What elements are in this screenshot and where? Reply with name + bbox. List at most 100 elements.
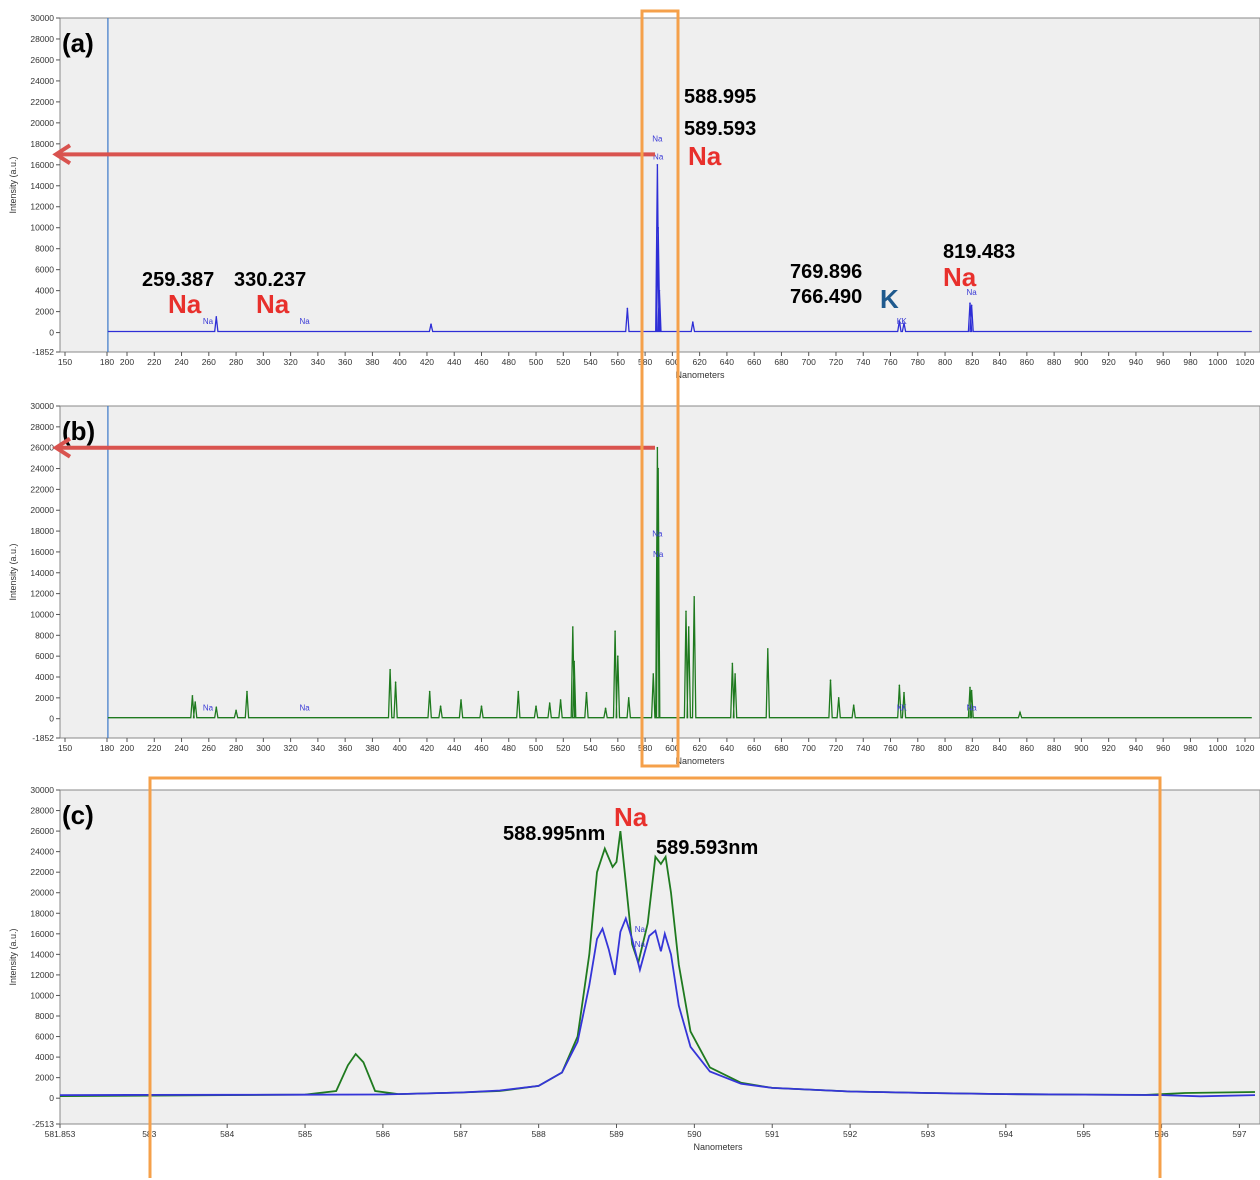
y-tick-label: -1852 xyxy=(32,733,54,743)
y-tick-label: 20000 xyxy=(30,505,54,515)
element-marker: Na xyxy=(299,703,310,712)
arrow-head xyxy=(52,437,72,459)
peak-annotation: 588.995nm xyxy=(503,823,605,845)
x-tick-label: 420 xyxy=(420,357,434,367)
x-tick-label: 580 xyxy=(638,743,652,753)
peak-point xyxy=(194,701,196,703)
peak-point xyxy=(903,691,905,694)
y-axis-title: Intensity (a.u.) xyxy=(8,156,18,213)
y-tick-label: 28000 xyxy=(30,806,54,816)
x-tick-label: 600 xyxy=(665,357,679,367)
x-tick-label: 440 xyxy=(447,743,461,753)
x-tick-label: 594 xyxy=(999,1129,1013,1139)
chart-panel-c: 3000028000260002400022000200001800016000… xyxy=(8,785,1260,1152)
y-tick-label: 12000 xyxy=(30,202,54,212)
x-tick-label: 150 xyxy=(58,357,72,367)
y-tick-label: 6000 xyxy=(35,265,54,275)
y-tick-label: 14000 xyxy=(30,181,54,191)
x-tick-label: 180 xyxy=(100,743,114,753)
x-tick-label: 585 xyxy=(298,1129,312,1139)
peak-point xyxy=(656,164,659,166)
peak-point xyxy=(480,705,483,707)
y-tick-label: 16000 xyxy=(30,929,54,939)
y-tick-label: 22000 xyxy=(30,484,54,494)
x-tick-label: 1000 xyxy=(1208,743,1227,753)
x-tick-label: 600 xyxy=(665,743,679,753)
element-marker: Na xyxy=(203,317,214,326)
x-tick-label: 420 xyxy=(420,743,434,753)
peak-point xyxy=(767,648,769,650)
peak-point xyxy=(394,681,397,684)
element-marker: Na xyxy=(966,703,977,712)
y-tick-label: 2000 xyxy=(35,693,54,703)
chart-panel-a: 3000028000260002400022000200001800016000… xyxy=(8,13,1260,380)
x-tick-label: 581.853 xyxy=(45,1129,76,1139)
x-tick-label: 900 xyxy=(1074,357,1088,367)
x-tick-label: 440 xyxy=(447,357,461,367)
arrow-head xyxy=(52,143,72,166)
x-tick-label: 595 xyxy=(1077,1129,1091,1139)
element-marker: K xyxy=(897,317,903,326)
peak-point xyxy=(585,691,588,694)
x-tick-label: 1020 xyxy=(1236,357,1255,367)
x-tick-label: 660 xyxy=(747,743,761,753)
x-tick-label: 200 xyxy=(120,743,134,753)
x-tick-label: 360 xyxy=(338,357,352,367)
x-tick-label: 380 xyxy=(365,357,379,367)
x-tick-label: 260 xyxy=(202,743,216,753)
peak-annotation: 259.387 xyxy=(142,269,214,291)
peak-point xyxy=(969,686,971,689)
peak-point xyxy=(652,673,655,675)
x-tick-label: 880 xyxy=(1047,357,1061,367)
y-tick-label: 4000 xyxy=(35,672,54,682)
y-tick-label: 24000 xyxy=(30,76,54,86)
x-tick-label: 280 xyxy=(229,357,243,367)
x-tick-label: 860 xyxy=(1020,743,1034,753)
highlight-overlays xyxy=(148,9,1162,1178)
peak-point xyxy=(837,697,840,699)
y-tick-label: 8000 xyxy=(35,1011,54,1021)
x-tick-label: 660 xyxy=(747,357,761,367)
y-tick-label: 28000 xyxy=(30,34,54,44)
x-tick-label: 597 xyxy=(1232,1129,1246,1139)
element-marker: K xyxy=(901,317,907,326)
peak-annotation: 819.483 xyxy=(943,241,1015,263)
x-tick-label: 740 xyxy=(856,357,870,367)
y-tick-label: 16000 xyxy=(30,547,54,557)
y-tick-label: 26000 xyxy=(30,443,54,453)
y-tick-label: 24000 xyxy=(30,847,54,857)
x-tick-label: 560 xyxy=(611,357,625,367)
peak-point xyxy=(573,660,575,663)
y-tick-label: 20000 xyxy=(30,118,54,128)
x-tick-label: 540 xyxy=(583,743,597,753)
y-tick-label: 30000 xyxy=(30,785,54,795)
peak-point xyxy=(693,595,695,598)
x-tick-label: 820 xyxy=(965,357,979,367)
x-tick-label: 220 xyxy=(147,357,161,367)
x-tick-label: 300 xyxy=(256,743,270,753)
peak-point xyxy=(658,289,661,292)
x-tick-label: 580 xyxy=(638,357,652,367)
x-tick-label: 280 xyxy=(229,743,243,753)
y-tick-label: 8000 xyxy=(35,630,54,640)
x-tick-label: 460 xyxy=(474,743,488,753)
x-tick-label: 760 xyxy=(883,357,897,367)
y-tick-label: 30000 xyxy=(30,401,54,411)
y-tick-label: 4000 xyxy=(35,1052,54,1062)
y-tick-label: 8000 xyxy=(35,244,54,254)
x-tick-label: 780 xyxy=(911,743,925,753)
element-marker: Na xyxy=(966,288,977,297)
y-tick-label: -2513 xyxy=(32,1119,54,1129)
x-tick-label: 520 xyxy=(556,743,570,753)
y-tick-label: 24000 xyxy=(30,464,54,474)
x-tick-label: 540 xyxy=(583,357,597,367)
y-tick-label: 18000 xyxy=(30,908,54,918)
x-tick-label: 700 xyxy=(802,357,816,367)
x-tick-label: 591 xyxy=(765,1129,779,1139)
x-tick-label: 592 xyxy=(843,1129,857,1139)
element-marker: K xyxy=(901,703,907,712)
peak-point xyxy=(235,709,237,712)
x-tick-label: 589 xyxy=(609,1129,623,1139)
peak-point xyxy=(970,304,973,307)
